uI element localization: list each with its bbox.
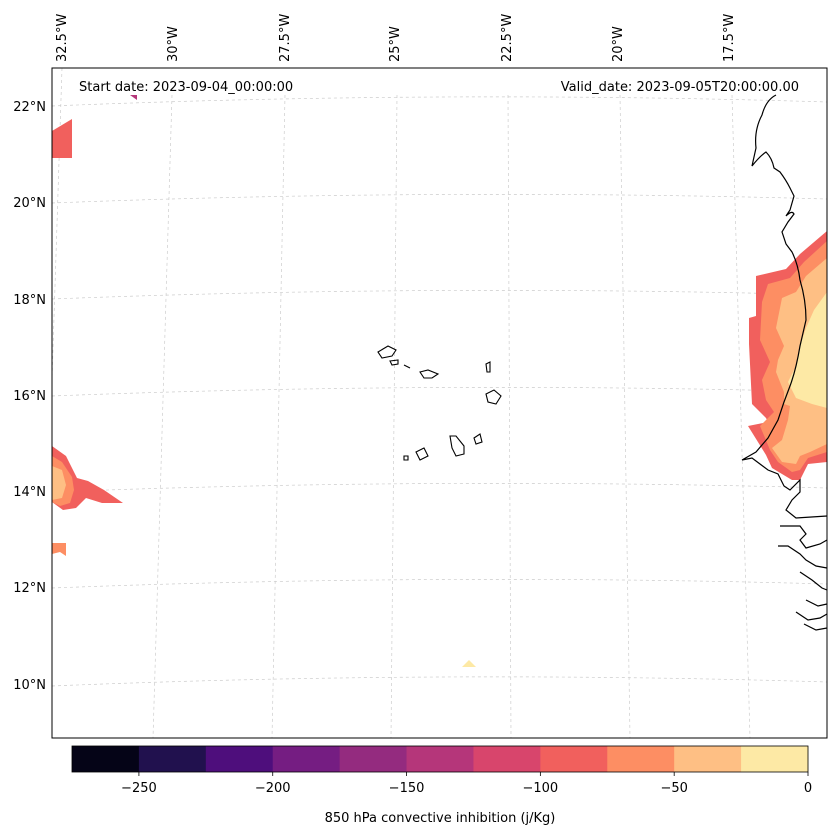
- lat-label: 18°N: [13, 293, 46, 308]
- colorbar-segment: [138, 746, 207, 772]
- start-date-label: Start date: 2023-09-04_00:00:00: [79, 80, 293, 95]
- island-boa-vista: [485, 389, 502, 405]
- lat-label: 20°N: [13, 196, 46, 211]
- lat-label: 14°N: [13, 485, 46, 500]
- africa-coastline: [741, 94, 828, 519]
- cin-patch-east-core: [788, 292, 827, 408]
- lat-label: 10°N: [13, 678, 46, 693]
- latitude-labels: 22°N 20°N 18°N 16°N 14°N 12°N 10°N: [13, 100, 46, 693]
- lon-label: 17.5°W: [722, 14, 737, 62]
- colorbar-tick-label: −250: [121, 781, 157, 796]
- colorbar-tick-label: −100: [523, 781, 559, 796]
- map-frame: [51, 67, 828, 739]
- colorbar-segment: [540, 746, 608, 772]
- coastlines: [741, 94, 828, 631]
- cin-patch-northwest: [52, 119, 72, 158]
- colorbar-tick-label: −50: [660, 781, 687, 796]
- colorbar-frame: [71, 745, 809, 773]
- longitude-labels: 32.5°W 30°W 27.5°W 25°W 22.5°W 20°W 17.5…: [55, 14, 737, 62]
- island-fogo: [415, 447, 429, 461]
- colorbar-segment: [674, 746, 742, 772]
- island-santo-antao: [377, 345, 397, 359]
- island-sao-vicente: [389, 359, 399, 366]
- colorbar-segment: [72, 746, 140, 772]
- cin-patch-west-small: [52, 543, 66, 556]
- colorbar-segment: [272, 746, 341, 772]
- island-brava: [403, 455, 409, 461]
- colorbar-segment: [205, 746, 274, 772]
- colorbar-ticks: −250 −200 −150 −100 −50 0: [121, 772, 812, 796]
- colorbar-segment: [406, 746, 474, 772]
- lat-label: 16°N: [13, 389, 46, 404]
- cape-verde-islands: [377, 345, 502, 461]
- lon-label: 30°W: [166, 26, 181, 62]
- valid-date-label: Valid_date: 2023-09-05T20:00:00.00: [561, 80, 799, 95]
- map-area: [52, 68, 827, 738]
- lon-label: 32.5°W: [55, 14, 70, 62]
- colorbar-tick-label: −150: [389, 781, 425, 796]
- island-maio: [473, 433, 483, 445]
- colorbar-segment: [607, 746, 675, 772]
- cin-contour-fields: [52, 95, 827, 667]
- cin-patch-top: [130, 95, 137, 100]
- colorbar: −250 −200 −150 −100 −50 0 850 hPa convective …: [71, 745, 812, 826]
- colorbar-segment: [339, 746, 408, 772]
- island-sao-nicolau: [419, 369, 440, 379]
- gridlines: [51, 67, 828, 739]
- island-santiago: [449, 435, 465, 457]
- africa-coastline-south: [778, 525, 828, 631]
- cin-patch-west-inner: [52, 466, 66, 500]
- colorbar-segments: [72, 746, 809, 772]
- island-sal: [485, 361, 491, 373]
- colorbar-segment: [473, 746, 541, 772]
- colorbar-tick-label: 0: [804, 781, 812, 796]
- colorbar-segment: [741, 746, 809, 772]
- cin-patch-south: [462, 660, 476, 667]
- lon-label: 20°W: [611, 26, 626, 62]
- lon-label: 27.5°W: [278, 14, 293, 62]
- island-santa-luzia: [403, 364, 411, 369]
- lon-label: 22.5°W: [500, 14, 515, 62]
- colorbar-tick-label: −200: [255, 781, 291, 796]
- colorbar-label: 850 hPa convective inhibition (j/Kg): [325, 811, 556, 826]
- lat-label: 12°N: [13, 581, 46, 596]
- lat-label: 22°N: [13, 100, 46, 115]
- lon-label: 25°W: [388, 26, 403, 62]
